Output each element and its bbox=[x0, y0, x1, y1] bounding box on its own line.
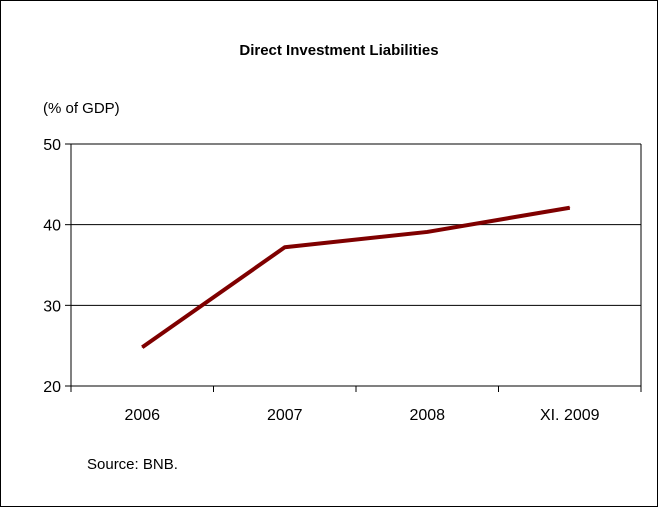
x-tick-label: 2006 bbox=[124, 407, 160, 424]
y-tick-label: 30 bbox=[43, 298, 61, 315]
series-line bbox=[141, 205, 571, 349]
series-group bbox=[141, 205, 571, 349]
x-tick-labels: 2006 2007 2008 XI. 2009 bbox=[124, 407, 599, 424]
x-tick-label: 2007 bbox=[267, 407, 303, 424]
data-point bbox=[284, 246, 286, 248]
y-tick-label: 20 bbox=[43, 379, 61, 396]
data-point bbox=[141, 346, 143, 348]
axes bbox=[65, 143, 642, 392]
y-tick-label: 50 bbox=[43, 137, 61, 154]
y-tick-label: 40 bbox=[43, 218, 61, 235]
source-note: Source: BNB. bbox=[87, 456, 178, 473]
chart-title: Direct Investment Liabilities bbox=[239, 42, 438, 59]
gridlines bbox=[71, 143, 641, 306]
data-point bbox=[426, 231, 428, 233]
data-point bbox=[569, 207, 571, 209]
y-axis-unit-label: (% of GDP) bbox=[43, 100, 120, 117]
x-tick-label: 2008 bbox=[409, 407, 445, 424]
y-tick-labels: 20 30 40 50 bbox=[43, 137, 61, 396]
x-tick-label: XI. 2009 bbox=[540, 407, 600, 424]
